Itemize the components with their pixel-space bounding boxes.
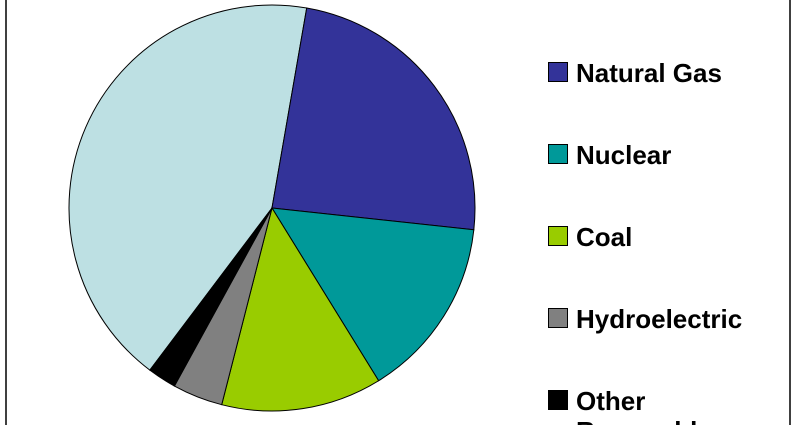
chart-frame — [5, 0, 791, 425]
legend-swatch — [548, 308, 568, 328]
legend-entry: Coal — [548, 222, 776, 252]
pie-slice — [271, 207, 475, 382]
legend-entry: Hydroelectric — [548, 304, 776, 334]
legend-entry: Natural Gas — [548, 58, 776, 88]
legend-entry: Other Renewables — [548, 386, 776, 425]
pie-slice — [271, 7, 476, 231]
pie-slice — [149, 207, 273, 387]
legend-label: Other Renewables — [576, 386, 726, 425]
legend-swatch — [548, 144, 568, 164]
legend-label: Hydroelectric — [576, 304, 743, 334]
legend-swatch — [548, 390, 568, 410]
legend-label: Nuclear — [576, 140, 672, 170]
legend-label: Coal — [576, 222, 633, 252]
pie-slice — [221, 206, 380, 412]
legend-entry: Nuclear — [548, 140, 776, 170]
legend-swatch — [548, 226, 568, 246]
legend-label: Natural Gas — [576, 58, 722, 88]
pie-slice — [68, 4, 308, 371]
legend-swatch — [548, 62, 568, 82]
